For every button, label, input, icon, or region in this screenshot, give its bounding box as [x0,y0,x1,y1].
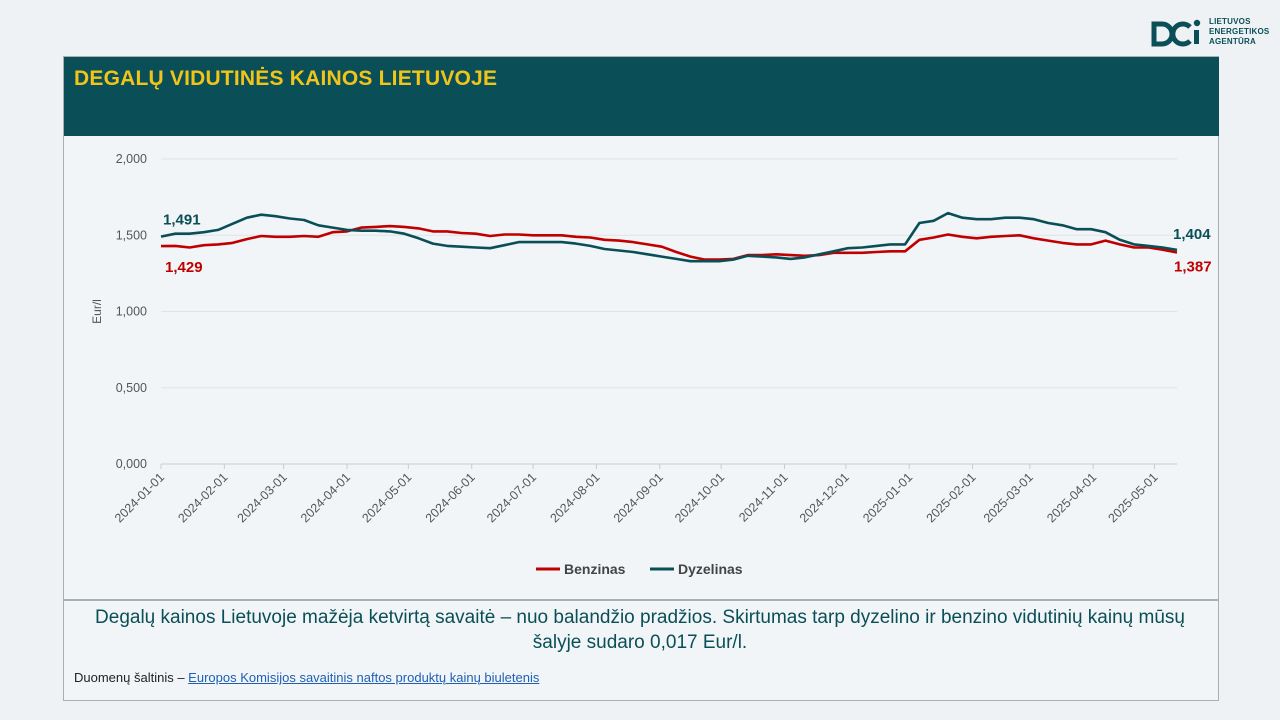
x-tick-label: 2024-11-01 [736,470,790,524]
data-label-benzinas-end: 1,387 [1174,258,1212,275]
x-tick-label: 2024-05-01 [359,470,414,525]
y-tick-label: 0,500 [116,381,147,395]
data-label-benzinas-start: 1,429 [165,259,203,276]
x-tick-label: 2025-05-01 [1106,470,1161,525]
y-tick-label: 1,500 [116,228,147,242]
x-tick-label: 2024-09-01 [611,470,666,525]
divider [64,599,1219,601]
x-tick-label: 2025-03-01 [981,470,1036,525]
legend-label-dyzelinas: Dyzelinas [678,561,743,577]
y-tick-label: 2,000 [116,152,147,166]
x-tick-label: 2024-07-01 [484,470,539,525]
logo: LIETUVOS ENERGETIKOS AGENTŪRA [1150,16,1275,56]
x-tick-label: 2024-02-01 [175,470,230,525]
x-tick-label: 2024-06-01 [423,470,478,525]
data-label-dyzelinas-end: 1,404 [1173,226,1211,243]
source-line: Duomenų šaltinis – Europos Komisijos sav… [74,670,539,685]
x-tick-label: 2025-04-01 [1044,470,1099,525]
header-bar: DEGALŲ VIDUTINĖS KAINOS LIETUVOJE [64,57,1219,136]
page-title: DEGALŲ VIDUTINĖS KAINOS LIETUVOJE [74,67,498,90]
x-tick-label: 2024-03-01 [235,470,290,525]
logo-text: LIETUVOS ENERGETIKOS AGENTŪRA [1209,17,1270,46]
y-tick-label: 0,000 [116,457,147,471]
source-link[interactable]: Europos Komisijos savaitinis naftos prod… [188,670,540,685]
x-tick-label: 2025-02-01 [924,470,979,525]
x-tick-label: 2025-01-01 [860,470,915,525]
x-tick-label: 2024-01-01 [112,470,167,525]
y-tick-label: 1,000 [116,305,147,319]
price-line-chart: 0,000 0,500 1,000 1,500 2,000 Eur/l 2024-01-01… [90,152,1212,577]
x-tick-label: 2024-12-01 [797,470,852,525]
legend-label-benzinas: Benzinas [564,561,626,577]
series-line-dyzelinas [160,211,1178,263]
x-tick-label: 2024-10-01 [672,470,727,525]
slide-frame [63,56,1219,701]
x-tick-label: 2024-08-01 [547,470,602,525]
data-label-dyzelinas-start: 1,491 [163,212,201,229]
x-tick-label: 2024-04-01 [298,470,353,525]
source-label: Duomenų šaltinis – [74,670,189,685]
summary-note: Degalų kainos Lietuvoje mažėja ketvirtą … [95,607,1185,653]
series-line-benzinas [160,224,1178,261]
agency-logo-icon [1151,19,1201,47]
y-axis-label: Eur/l [90,299,104,324]
